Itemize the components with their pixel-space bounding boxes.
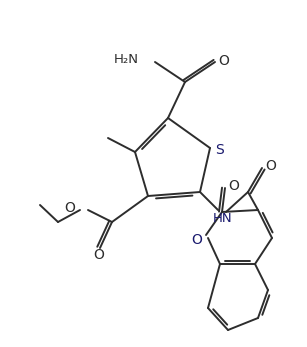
Text: HN: HN (213, 212, 233, 225)
Text: H₂N: H₂N (114, 52, 139, 66)
Text: O: O (192, 233, 202, 247)
Text: O: O (64, 201, 76, 215)
Text: O: O (266, 159, 276, 173)
Text: O: O (94, 248, 104, 262)
Text: O: O (219, 54, 229, 68)
Text: S: S (215, 143, 223, 157)
Text: O: O (229, 179, 239, 193)
